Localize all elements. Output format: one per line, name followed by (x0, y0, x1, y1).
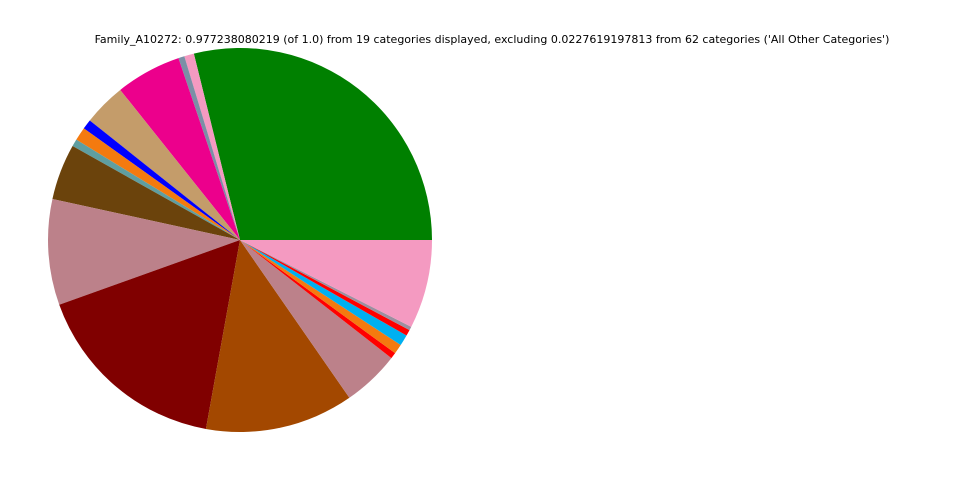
pie-slice (240, 240, 392, 398)
pie-slice (83, 120, 241, 240)
pie-slice (52, 146, 240, 240)
pie-slice (240, 240, 410, 336)
pie-slice (240, 240, 412, 331)
pie-slice (240, 240, 432, 327)
pie-slice (193, 48, 432, 241)
pie-slice (59, 240, 240, 429)
pie-slice (120, 58, 240, 240)
pie-slice (240, 240, 407, 346)
pie-slice (240, 240, 396, 359)
pie-slice (178, 56, 240, 240)
chart-title: Family_A10272: 0.977238080219 (of 1.0) f… (95, 33, 890, 46)
pie-slice (240, 240, 401, 354)
pie-slice (184, 53, 240, 240)
pie-slice (76, 128, 241, 240)
pie-slice (205, 240, 350, 432)
pie-slice (72, 139, 240, 240)
pie-slice (89, 89, 240, 240)
pie-slice (47, 198, 240, 305)
